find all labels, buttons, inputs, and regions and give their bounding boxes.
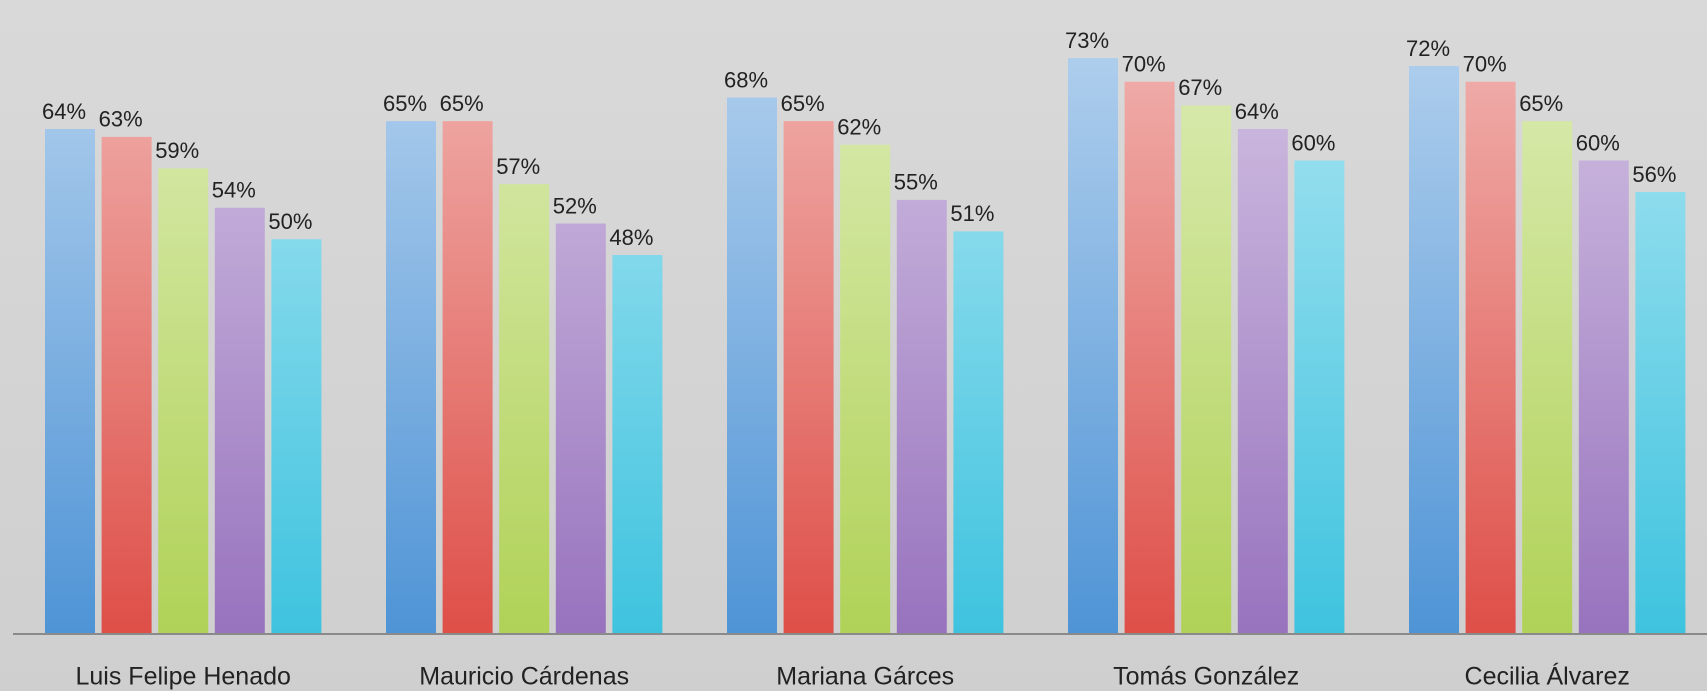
bar — [499, 184, 550, 633]
bar — [1181, 105, 1232, 633]
data-label: 48% — [609, 225, 653, 250]
data-label: 65% — [781, 91, 825, 116]
data-label: 73% — [1065, 28, 1109, 53]
data-label: 72% — [1406, 36, 1450, 61]
x-tick-label: Tomás González — [1113, 663, 1299, 691]
data-label: 63% — [99, 107, 143, 132]
bar — [1465, 81, 1516, 633]
bar — [386, 121, 436, 633]
data-label: 68% — [724, 67, 768, 92]
data-label: 64% — [42, 99, 86, 124]
bar — [840, 144, 891, 633]
data-label: 65% — [383, 91, 427, 116]
bar — [271, 239, 322, 633]
data-label: 65% — [440, 91, 484, 116]
data-label: 55% — [894, 170, 938, 195]
x-tick-label: Cecilia Álvarez — [1465, 662, 1630, 691]
bar — [158, 168, 209, 633]
data-label: 70% — [1122, 52, 1166, 77]
bar — [1522, 121, 1573, 633]
bar — [214, 207, 265, 633]
bar — [1237, 129, 1288, 633]
x-tick-label: Mauricio Cárdenas — [419, 663, 629, 691]
data-label: 59% — [155, 138, 199, 163]
bar — [612, 255, 663, 633]
bar — [783, 121, 834, 633]
bar — [555, 223, 606, 633]
data-label: 62% — [837, 115, 881, 140]
data-label: 54% — [212, 178, 256, 203]
x-tick-label: Luis Felipe Henado — [75, 663, 290, 691]
data-label: 67% — [1178, 75, 1222, 100]
data-label: 65% — [1519, 91, 1563, 116]
bar — [727, 97, 777, 633]
data-label: 60% — [1576, 130, 1620, 155]
bar — [1409, 66, 1459, 633]
bar — [1578, 160, 1629, 633]
data-label: 52% — [553, 193, 597, 218]
bar — [1635, 192, 1686, 633]
data-label: 51% — [950, 201, 994, 226]
x-tick-label: Mariana Gárces — [776, 663, 954, 691]
bar — [442, 121, 493, 633]
bar — [101, 136, 152, 633]
bar — [45, 129, 95, 633]
bar — [1068, 58, 1118, 633]
bar — [1294, 160, 1345, 633]
bar — [1124, 81, 1175, 633]
data-label: 64% — [1235, 99, 1279, 124]
data-label: 50% — [268, 209, 312, 234]
data-label: 56% — [1632, 162, 1676, 187]
data-label: 57% — [496, 154, 540, 179]
data-label: 70% — [1463, 52, 1507, 77]
bar — [896, 199, 947, 633]
data-label: 60% — [1291, 130, 1335, 155]
bar — [953, 231, 1004, 633]
